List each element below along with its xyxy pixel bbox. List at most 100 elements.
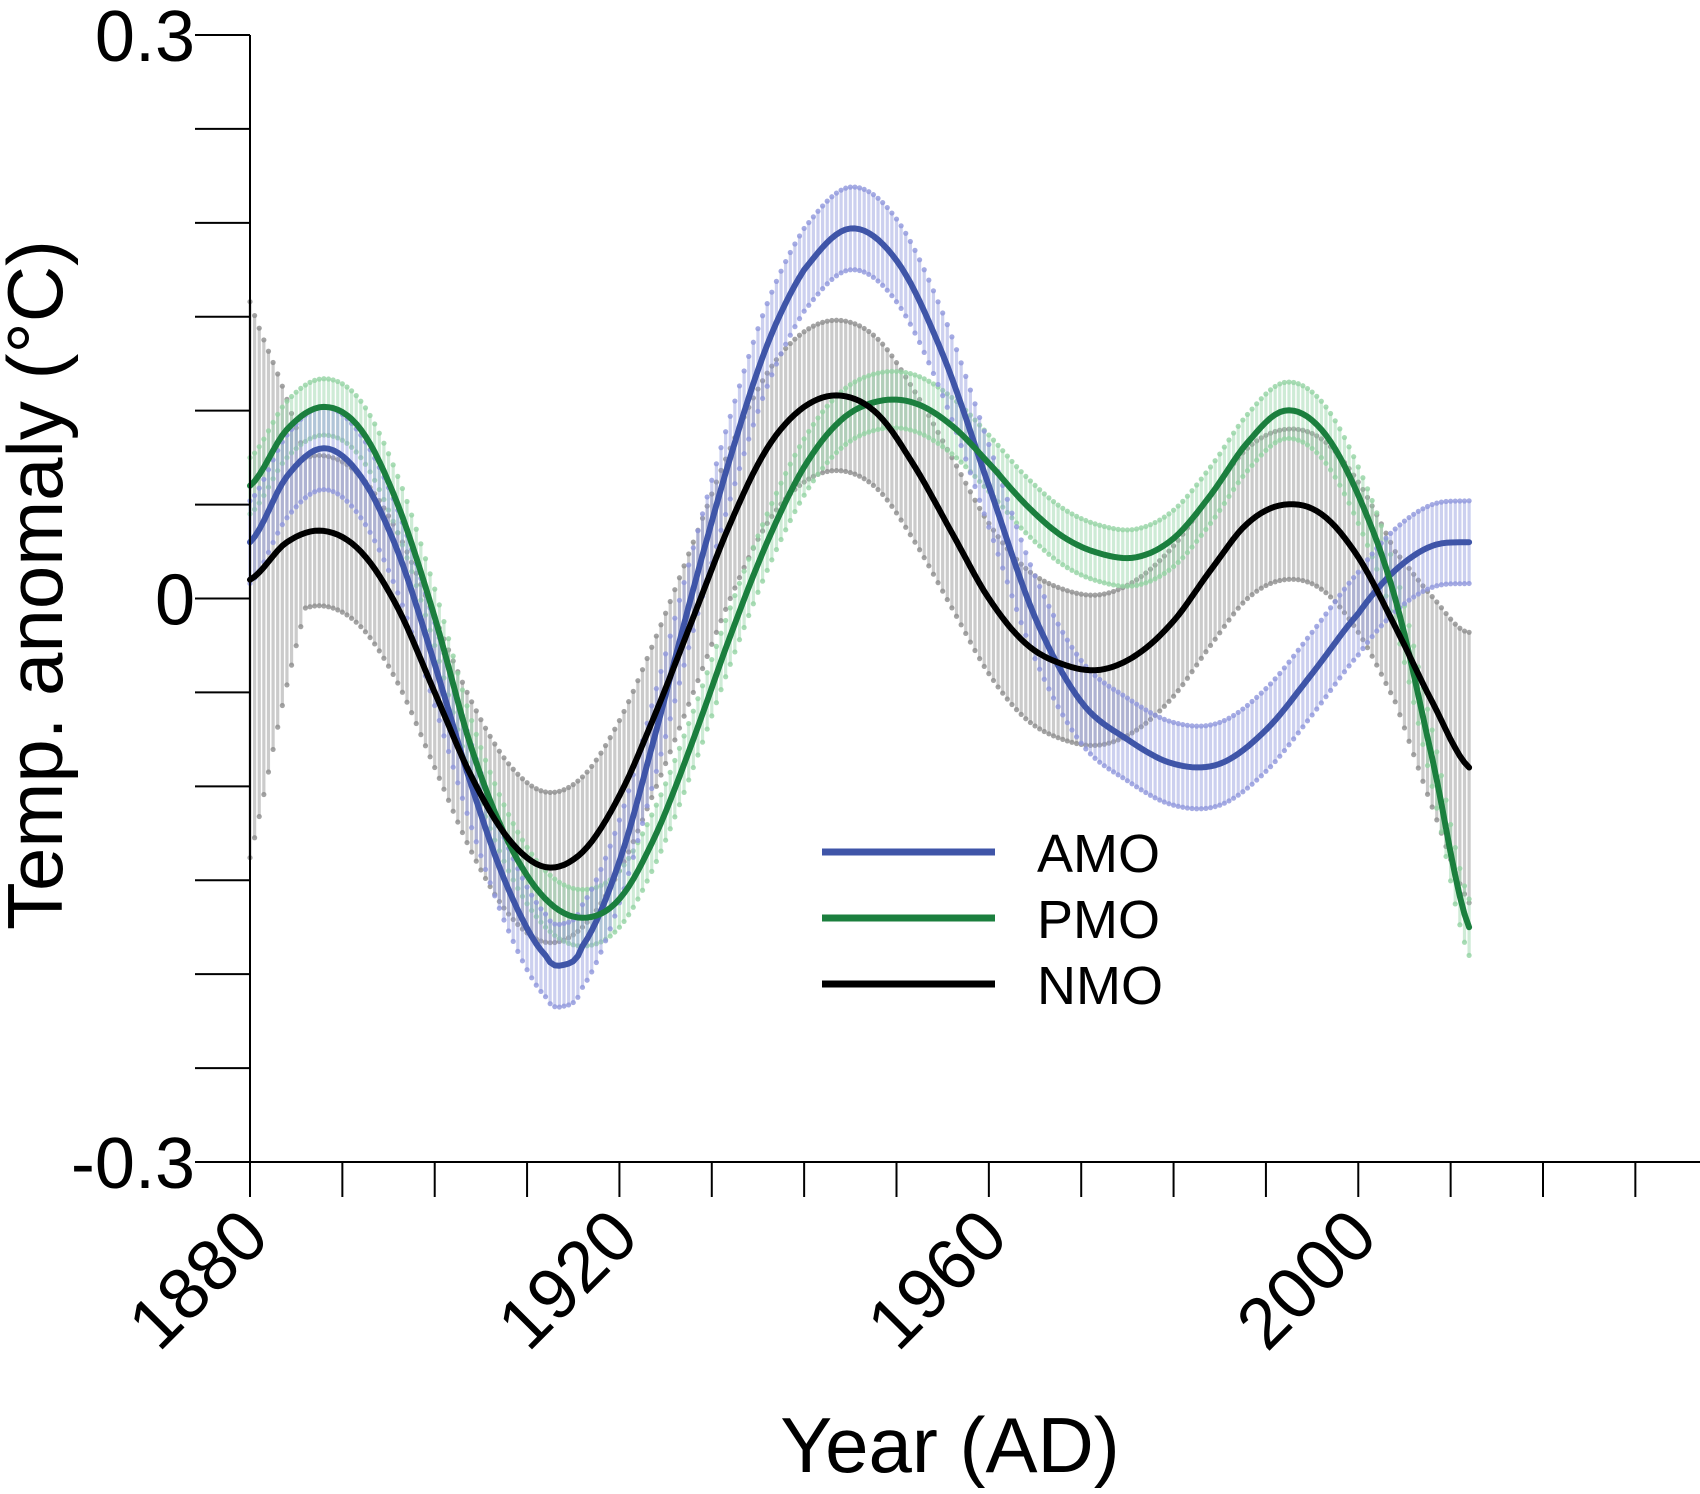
band-lower-dot xyxy=(741,624,747,631)
band-lower-dot xyxy=(704,653,710,659)
band-upper-dot xyxy=(1304,635,1311,641)
band-upper-dot xyxy=(838,317,844,324)
band-lower-dot xyxy=(1120,583,1126,589)
band-upper-dot xyxy=(1406,623,1412,629)
band-upper-dot xyxy=(921,376,927,382)
band-upper-dot xyxy=(967,412,973,418)
band-lower-dot xyxy=(459,795,466,801)
band-upper-dot xyxy=(1466,629,1472,635)
band-lower-dot xyxy=(589,969,595,975)
band-lower-dot xyxy=(958,622,964,628)
band-lower-dot xyxy=(432,642,438,649)
band-lower-dot xyxy=(1337,675,1343,681)
band-upper-dot xyxy=(1050,499,1057,505)
band-lower-dot xyxy=(607,933,613,939)
band-lower-dot xyxy=(1369,653,1375,659)
band-lower-dot xyxy=(312,434,318,440)
band-lower-dot xyxy=(1106,581,1112,587)
band-lower-dot xyxy=(1240,789,1246,795)
band-upper-dot xyxy=(1106,683,1112,689)
band-upper-dot xyxy=(612,830,618,837)
band-lower-dot xyxy=(427,627,433,633)
band-lower-dot xyxy=(810,473,816,480)
band-lower-dot xyxy=(986,671,992,677)
band-lower-dot xyxy=(727,496,733,502)
band-lower-dot xyxy=(307,436,313,442)
band-lower-dot xyxy=(1281,577,1287,583)
band-lower-dot xyxy=(482,866,489,873)
band-lower-dot xyxy=(1420,778,1426,784)
band-upper-dot xyxy=(1291,426,1297,432)
band-lower-dot xyxy=(639,820,646,826)
band-lower-dot xyxy=(1355,629,1361,635)
band-upper-dot xyxy=(1175,721,1181,727)
band-lower-dot xyxy=(1369,633,1375,640)
band-lower-dot xyxy=(570,932,576,938)
band-upper-dot xyxy=(445,636,452,642)
band-lower-dot xyxy=(940,588,946,594)
band-upper-dot xyxy=(801,436,807,442)
band-upper-dot xyxy=(1027,478,1034,484)
band-upper-dot xyxy=(1318,617,1324,623)
band-lower-dot xyxy=(1424,586,1431,592)
band-lower-dot xyxy=(912,330,918,336)
band-lower-dot xyxy=(1258,585,1264,591)
band-lower-dot xyxy=(496,848,502,854)
band-lower-dot xyxy=(838,270,844,276)
band-lower-dot xyxy=(1194,538,1200,544)
band-upper-dot xyxy=(1023,473,1029,480)
band-lower-dot xyxy=(953,455,960,461)
band-upper-dot xyxy=(1281,426,1287,433)
band-lower-dot xyxy=(990,677,997,684)
band-upper-dot xyxy=(1461,628,1468,634)
band-lower-dot xyxy=(1138,581,1144,587)
band-lower-dot xyxy=(1230,611,1237,617)
band-upper-dot xyxy=(593,757,599,763)
band-lower-dot xyxy=(1304,442,1311,448)
band-lower-dot xyxy=(1254,777,1260,783)
band-lower-dot xyxy=(1198,806,1204,812)
band-upper-dot xyxy=(1037,487,1043,493)
band-upper-dot xyxy=(1064,637,1070,643)
band-upper-dot xyxy=(1027,562,1034,568)
band-upper-dot xyxy=(755,386,761,392)
band-upper-dot xyxy=(261,337,267,343)
band-lower-dot xyxy=(1073,734,1080,740)
band-lower-dot xyxy=(1189,669,1195,675)
band-upper-dot xyxy=(829,194,835,200)
band-lower-dot xyxy=(1110,739,1117,745)
band-upper-dot xyxy=(759,522,766,528)
band-lower-dot xyxy=(1129,730,1135,736)
band-upper-dot xyxy=(699,511,706,517)
band-lower-dot xyxy=(390,671,396,677)
band-upper-dot xyxy=(690,708,696,714)
band-lower-dot xyxy=(653,858,659,865)
band-upper-dot xyxy=(1110,526,1117,532)
band-lower-dot xyxy=(515,921,521,928)
band-lower-dot xyxy=(806,302,812,308)
band-lower-dot xyxy=(1448,878,1454,884)
band-lower-dot xyxy=(542,924,549,930)
band-upper-dot xyxy=(681,579,687,586)
band-upper-dot xyxy=(759,313,766,319)
band-upper-dot xyxy=(1230,712,1237,719)
band-upper-dot xyxy=(473,731,479,737)
band-lower-dot xyxy=(1134,784,1140,790)
band-upper-dot xyxy=(967,387,973,393)
band-lower-dot xyxy=(1411,752,1417,758)
band-upper-dot xyxy=(362,405,369,411)
band-lower-dot xyxy=(1101,741,1107,747)
band-upper-dot xyxy=(1318,398,1324,404)
band-lower-dot xyxy=(1221,800,1227,806)
band-upper-dot xyxy=(843,185,849,191)
band-lower-dot xyxy=(1018,711,1024,717)
band-upper-dot xyxy=(806,326,812,332)
band-upper-dot xyxy=(1434,500,1440,506)
band-lower-dot xyxy=(275,530,281,536)
band-lower-dot xyxy=(1046,686,1052,692)
band-upper-dot xyxy=(1434,749,1440,755)
band-lower-dot xyxy=(1129,583,1135,589)
band-upper-dot xyxy=(589,886,595,892)
band-upper-dot xyxy=(907,381,913,388)
band-upper-dot xyxy=(1332,598,1338,605)
